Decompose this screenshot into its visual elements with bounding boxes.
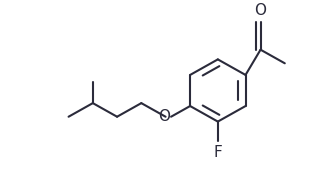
Text: O: O	[254, 3, 266, 18]
Text: F: F	[213, 145, 222, 160]
Text: O: O	[158, 109, 170, 124]
